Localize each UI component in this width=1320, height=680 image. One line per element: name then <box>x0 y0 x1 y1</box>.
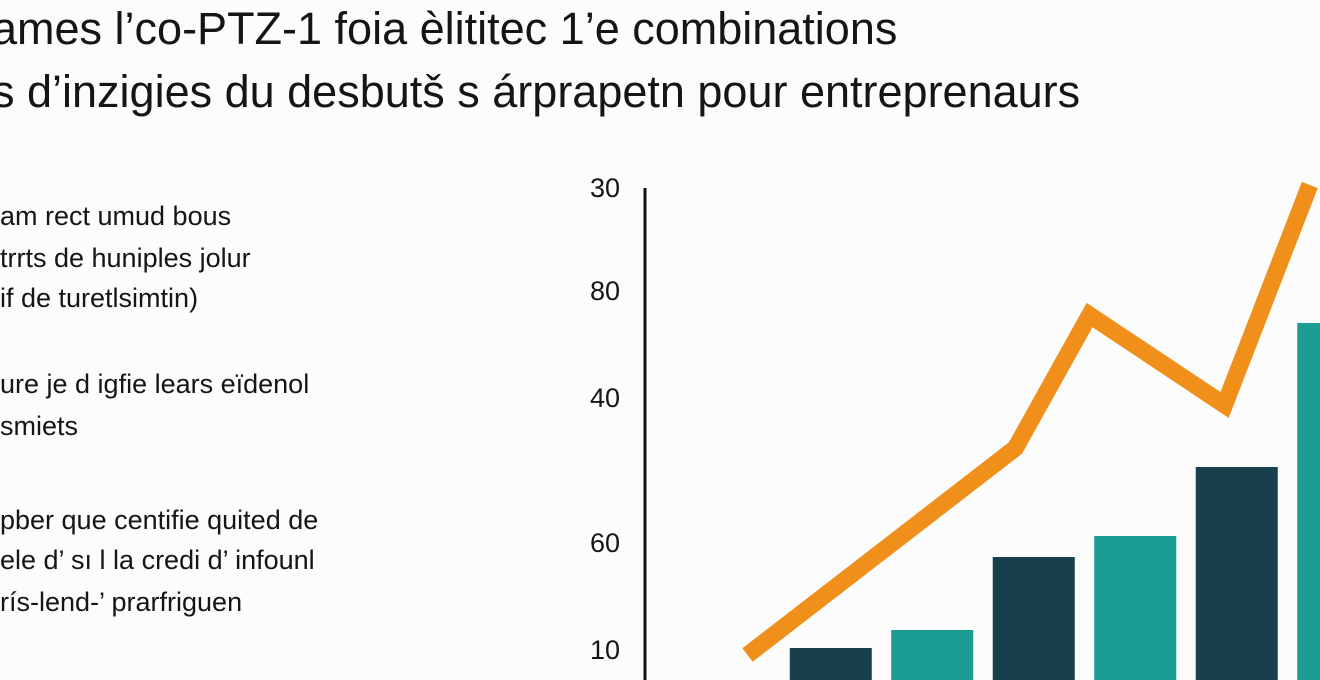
y-tick-label: 30 <box>590 173 620 203</box>
paragraph-line: smiets <box>0 411 78 441</box>
bar <box>789 648 872 680</box>
bar <box>992 557 1075 680</box>
paragraph-line: trrts de huniples jolur <box>0 243 251 273</box>
y-tick-label: 80 <box>590 276 620 306</box>
bar <box>891 630 974 680</box>
y-tick-label: 40 <box>590 383 620 413</box>
y-tick-label: 10 <box>590 635 620 665</box>
trend-line <box>742 181 1318 662</box>
title-line: s d’inzigies du desbutš s árprapetn pour… <box>0 66 1080 117</box>
bar <box>1297 323 1320 680</box>
paragraph-line: ele d’ sı l la credi d’ infounl <box>0 545 315 575</box>
bar <box>1094 536 1177 680</box>
y-tick-label: 60 <box>590 528 620 558</box>
title-line: ames l’co-PTZ-1 foia èlititec 1’e combin… <box>0 3 897 54</box>
paragraph-line: am rect umud bous <box>0 201 231 231</box>
bar <box>1195 467 1278 680</box>
paragraph-line: ure je d igfie lears eïdenol <box>0 369 309 399</box>
paragraph-line: pber que centifie quited de <box>0 505 318 535</box>
paragraph-line: if de turetlsimtin) <box>0 283 198 313</box>
paragraph-line: rís-lend-’ prarfriguen <box>0 587 242 617</box>
